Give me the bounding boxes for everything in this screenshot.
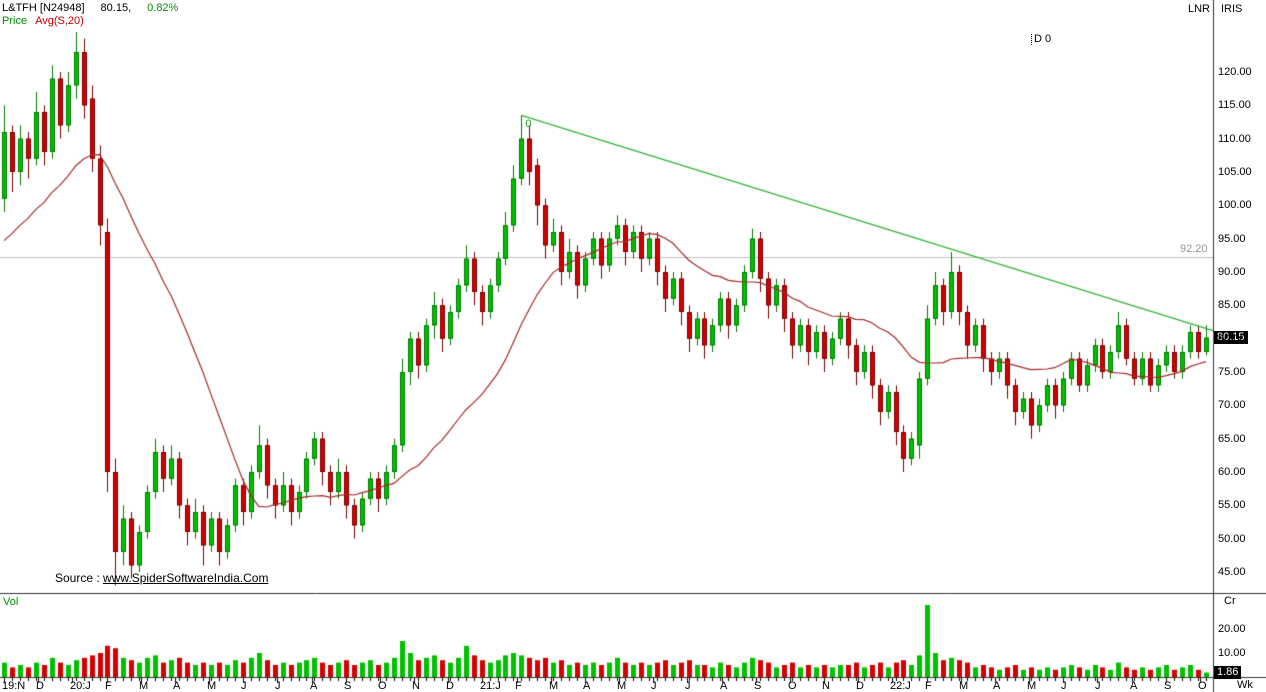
price-axis-label: 115.00 [1218,99,1251,112]
app-name-label: IRIS [1221,3,1243,15]
time-axis-label: S [754,680,762,692]
time-axis-label: J [685,680,691,692]
price-axis-label: 45.00 [1218,566,1246,578]
time-axis-label: 20:J [70,680,91,692]
text-cursor-icon [1031,33,1032,45]
time-axis-label: A [1130,680,1138,692]
time-axis-label: M [139,680,149,692]
price-axis-label: 50.00 [1218,532,1246,545]
price-axis-label: 110.00 [1218,132,1251,145]
price-axis-label: 95.00 [1218,232,1246,245]
price-axis-label: 85.00 [1218,299,1246,312]
price-axis-label: 65.00 [1218,432,1246,445]
volume-pane-label: Vol [3,596,19,608]
price-axis-label: 120.00 [1218,66,1252,78]
source-prefix: Source : [55,571,104,585]
last-price-badge: 80.15 [1214,330,1248,344]
chart-header: L&TFH [N24948] 80.15, 0.82% [2,2,178,14]
level-line-label: 92.20 [1180,243,1208,256]
time-axis-label: J [275,680,281,692]
series-legend: Price Avg(S,20) [2,15,84,27]
price-axis-label: 55.00 [1218,499,1246,512]
last-volume-badge: 1.86 [1214,665,1242,679]
trendline-anchor-label: 0 [525,118,532,131]
time-axis-label: F [925,680,932,692]
volume-axis-label: 10.00 [1218,647,1246,659]
data-window-text: D 0 [1034,33,1052,45]
volume-axis-label: 20.00 [1218,623,1246,635]
price-series-label: Price [2,15,28,27]
time-axis-label: 21:J [480,680,501,692]
time-axis-label: 22:J [890,680,911,692]
time-axis-label: N [412,680,420,692]
time-axis-label: J [241,680,247,692]
time-axis-label: F [105,680,112,692]
time-axis-label: D [36,680,44,692]
time-axis-label: O [788,680,797,692]
price-axis-label: 80.00 [1218,332,1246,345]
source-note: Source : www.SpiderSoftwareIndia.Com [55,572,268,584]
time-axis-label: J [1095,680,1101,692]
price-axis-label: 75.00 [1218,366,1246,378]
change-percent-text: 0.82% [147,2,179,14]
time-axis-label: D [856,680,864,692]
time-axis-label: N [822,680,830,692]
price-axis-label: 100.00 [1218,199,1252,212]
moving-average-label: Avg(S,20) [35,15,84,27]
time-axis-label: D [446,680,454,692]
last-price-text: 80.15, [100,2,132,14]
time-axis-label: S [1164,680,1172,692]
periodicity-label: Wk [1237,679,1253,691]
symbol-label: L&TFH [N24948] [2,2,85,14]
time-axis-label: F [515,680,522,692]
time-axis-label: J [1061,680,1067,692]
time-axis-label: A [993,680,1001,692]
time-axis-label: A [720,680,728,692]
time-axis-label: S [344,680,352,692]
price-axis-label: 105.00 [1218,166,1252,178]
time-axis-label: M [617,680,627,692]
price-axis-label: 70.00 [1218,399,1246,412]
time-axis-label: M [1027,680,1037,692]
time-axis-label: O [378,680,387,692]
source-url[interactable]: www.SpiderSoftwareIndia.Com [103,571,269,585]
time-axis-label: A [310,680,318,692]
time-axis-label: M [549,680,559,692]
time-axis-label: M [959,680,969,692]
time-axis-label: J [651,680,657,692]
time-axis-label: 19:N [2,680,26,692]
price-axis-label: 60.00 [1218,466,1246,478]
time-axis-label: A [583,680,591,692]
time-axis-label: M [207,680,217,692]
time-axis-label: O [1198,680,1207,692]
data-window-indicator: D 0 [1031,33,1051,45]
volume-unit-label: Cr [1224,595,1236,607]
scale-mode-label: LNR [1188,3,1211,15]
time-axis-label: A [173,680,181,692]
price-axis-label: 90.00 [1218,266,1246,278]
